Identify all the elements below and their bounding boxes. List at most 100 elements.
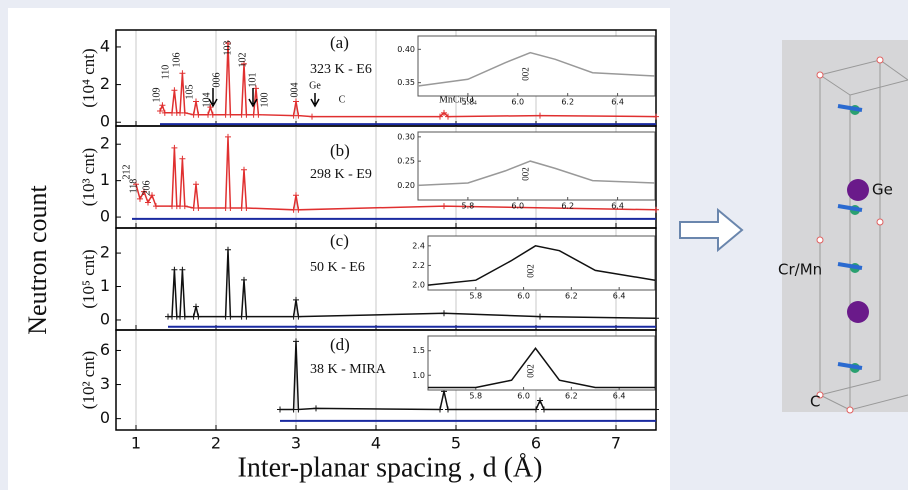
inset-peak-label: 002 <box>520 67 530 81</box>
inset-x-tick-label: 6.2 <box>565 392 578 401</box>
panel-label: (b) <box>330 141 350 160</box>
data-point <box>153 203 159 210</box>
panel-label: (a) <box>330 33 349 52</box>
data-point <box>441 109 447 116</box>
data-point <box>181 313 188 320</box>
y-tick-label: 0 <box>100 112 110 131</box>
data-point <box>209 111 216 118</box>
data-point <box>133 181 139 188</box>
data-point <box>541 406 547 413</box>
data-point <box>293 98 299 105</box>
inset-y-tick-label: 0.35 <box>397 78 415 87</box>
peak-label: MnCr₂O₄ <box>439 94 478 105</box>
x-tick-label: 1 <box>131 434 141 453</box>
data-point <box>653 315 659 322</box>
panel-subtitle: 323 K - E6 <box>310 62 372 77</box>
inset-x-tick-label: 6.4 <box>613 292 626 301</box>
data-point <box>293 192 299 199</box>
inset-frame <box>417 131 656 201</box>
peak-label: C <box>339 94 346 105</box>
peak-label: 104 <box>201 93 212 108</box>
data-point <box>171 266 178 273</box>
inset-x-tick-label: 6.4 <box>611 98 624 107</box>
data-line <box>428 347 655 389</box>
data-point <box>243 313 250 320</box>
atom <box>847 301 869 323</box>
data-point <box>179 155 186 162</box>
inset-x-tick-label: 6.0 <box>511 202 524 211</box>
peak-label: 110 <box>160 65 171 80</box>
data-point <box>195 204 202 211</box>
panel-subtitle: 38 K - MIRA <box>310 362 387 377</box>
atom <box>816 236 824 244</box>
inset-x-tick-label: 5.8 <box>462 98 475 107</box>
data-point <box>193 98 199 105</box>
data-line <box>280 341 656 411</box>
data-point <box>441 203 447 210</box>
data-point <box>157 107 163 114</box>
atom-label: C <box>810 393 820 411</box>
spin <box>837 104 863 370</box>
inset-x-tick-label: 6.2 <box>565 292 578 301</box>
y-tick-label: 2 <box>100 243 110 262</box>
x-tick-label: 7 <box>611 434 621 453</box>
inset-x-tick-label: 6.4 <box>611 202 624 211</box>
data-point <box>241 166 247 173</box>
data-line <box>417 51 656 87</box>
inset-x-tick-label: 5.8 <box>469 392 482 401</box>
panel-label: (d) <box>330 335 350 354</box>
inset-y-tick-label: 1.0 <box>412 371 425 380</box>
data-point <box>537 397 543 404</box>
inset-y-tick-label: 2.4 <box>412 241 425 250</box>
data-point <box>227 204 234 211</box>
peak-label: 118 <box>128 179 139 194</box>
data-point <box>227 313 234 320</box>
atom <box>847 179 869 201</box>
data-point <box>137 195 143 202</box>
inset-y-tick-label: 1.5 <box>412 346 425 355</box>
data-point <box>295 206 302 213</box>
data-point <box>193 303 199 310</box>
data-point <box>537 112 543 119</box>
data-point <box>243 204 250 211</box>
y-tick-label: 1 <box>100 170 110 189</box>
peak-label: 206 <box>141 181 152 196</box>
data-line <box>135 136 657 211</box>
inset-y-tick-label: 2.2 <box>412 261 425 270</box>
peak-label: Ge <box>309 80 321 91</box>
data-point <box>295 112 302 119</box>
data-point <box>179 266 186 273</box>
y-tick-label: 0 <box>100 309 110 328</box>
data-point <box>653 113 659 120</box>
data-point <box>159 102 166 109</box>
inset-x-tick-label: 6.0 <box>517 292 530 301</box>
data-point <box>241 276 247 283</box>
data-point <box>225 133 231 140</box>
atom <box>816 391 824 399</box>
atom-label: Ge <box>872 181 893 199</box>
x-tick-label: 3 <box>291 434 301 453</box>
data-point <box>181 109 188 116</box>
data-point <box>225 40 231 47</box>
data-point <box>171 87 178 94</box>
y-tick-label: 3 <box>100 374 110 393</box>
data-point <box>181 203 188 210</box>
inset-peak-label: 002 <box>520 167 530 181</box>
inset-y-tick-label: 0.20 <box>397 181 415 190</box>
peak-label: 105 <box>184 85 195 100</box>
data-point <box>437 406 443 413</box>
peak-label: 102 <box>237 53 248 68</box>
inset-x-tick-label: 6.0 <box>511 98 524 107</box>
inset-y-tick-label: 2.0 <box>412 281 425 290</box>
panel-subtitle: 50 K - E6 <box>310 260 365 275</box>
data-point <box>653 206 659 213</box>
y-tick-label: 6 <box>100 340 110 359</box>
data-point <box>293 338 299 345</box>
data-point <box>253 85 259 92</box>
data-point <box>445 406 451 413</box>
data-point <box>243 111 250 118</box>
peak-label: 006 <box>211 73 222 88</box>
panel-y-label: (10² cnt) <box>79 351 98 409</box>
data-point <box>145 199 151 206</box>
y-axis-title: Neutron count <box>23 184 52 334</box>
